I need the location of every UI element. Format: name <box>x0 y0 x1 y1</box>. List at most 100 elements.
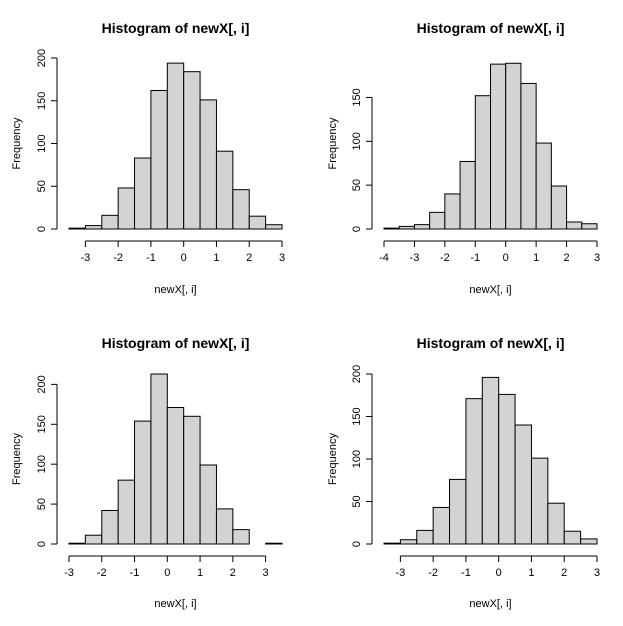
y-axis-label: Frequency <box>11 433 23 485</box>
histogram-panel-4: Histogram of newX[, i] -3 -2 -1 0 1 2 3 newX[, i… <box>327 335 600 610</box>
histogram-bar <box>134 157 152 230</box>
x-tick-label: 3 <box>263 567 269 579</box>
histogram-bar <box>183 415 201 545</box>
y-tick-label: 100 <box>36 134 48 152</box>
x-tick-label: -1 <box>461 567 471 579</box>
x-axis-label: newX[, i] <box>469 598 511 610</box>
histogram-bar <box>530 457 549 545</box>
histogram-bar <box>449 478 467 545</box>
x-tick-label: 0 <box>181 252 187 264</box>
x-tick-label: 1 <box>533 252 539 264</box>
histogram-panel-1: Histogram of newX[, i] -3 -2 -1 0 1 2 3 newX[, i… <box>11 20 285 296</box>
histogram-bar <box>166 407 185 545</box>
x-tick-label: -4 <box>379 252 389 264</box>
y-tick-label: 100 <box>351 132 363 150</box>
histogram-bar <box>215 150 234 230</box>
histogram-bar <box>199 464 217 545</box>
histogram-bar <box>101 214 119 230</box>
y-tick-label: 0 <box>36 226 48 232</box>
histogram-bar <box>432 506 451 545</box>
chart-title: Histogram of newX[, i] <box>102 335 250 351</box>
y-tick-label: 150 <box>351 88 363 106</box>
histogram-bar <box>150 89 168 230</box>
y-tick-label: 150 <box>36 92 48 110</box>
histogram-bar <box>444 193 461 230</box>
x-tick-label: 0 <box>496 567 502 579</box>
histogram-bar <box>134 420 152 545</box>
histogram-bar <box>183 71 201 230</box>
histogram-bar <box>68 227 86 230</box>
y-tick-label: 100 <box>36 455 48 473</box>
histogram-bar <box>215 508 234 545</box>
histogram-bar <box>413 224 431 230</box>
y-tick-label: 150 <box>351 407 363 425</box>
histogram-bar <box>232 189 250 230</box>
y-tick-label: 100 <box>351 450 363 468</box>
histogram-bar <box>580 538 598 545</box>
x-tick-label: -1 <box>130 567 140 579</box>
y-tick-label: 50 <box>36 180 48 192</box>
histogram-bar <box>498 393 516 545</box>
histogram-bar <box>481 376 500 545</box>
histogram-bar <box>581 223 598 230</box>
chart-title: Histogram of newX[, i] <box>417 20 565 36</box>
y-tick-label: 0 <box>351 226 363 232</box>
y-axis-label: Frequency <box>327 433 339 485</box>
x-tick-label: 2 <box>246 252 252 264</box>
chart-title: Histogram of newX[, i] <box>102 20 250 36</box>
histogram-bar <box>166 62 185 230</box>
x-tick-label: -2 <box>440 252 450 264</box>
histogram-bar <box>429 211 446 230</box>
histogram-bar <box>474 95 491 230</box>
x-tick-label: 2 <box>561 567 567 579</box>
histogram-bar <box>399 539 418 545</box>
y-tick-label: 50 <box>351 495 363 507</box>
x-axis-label: newX[, i] <box>469 284 511 296</box>
histogram-bar <box>150 373 168 545</box>
histogram-bar <box>199 99 217 230</box>
x-tick-label: 3 <box>279 252 285 264</box>
x-tick-label: -2 <box>97 567 107 579</box>
y-tick-label: 200 <box>36 375 48 393</box>
x-tick-label: -3 <box>395 567 405 579</box>
x-tick-label: 0 <box>503 252 509 264</box>
x-tick-label: 1 <box>197 567 203 579</box>
histogram-bar <box>101 509 119 545</box>
histogram-bar <box>383 542 401 545</box>
histogram-bar <box>520 82 537 230</box>
x-tick-label: -3 <box>64 567 74 579</box>
histogram-panel-3: Histogram of newX[, i] -3 -2 -1 0 1 2 3 newX[, i… <box>11 335 283 610</box>
x-tick-label: 2 <box>230 567 236 579</box>
x-tick-label: 3 <box>594 567 600 579</box>
x-tick-label: -2 <box>113 252 123 264</box>
x-tick-label: -1 <box>146 252 156 264</box>
histogram-bar <box>117 479 136 545</box>
x-tick-label: -3 <box>80 252 90 264</box>
x-axis-label: newX[, i] <box>154 284 196 296</box>
histogram-bar <box>68 542 86 545</box>
y-tick-label: 50 <box>36 498 48 510</box>
histogram-bar <box>416 529 434 545</box>
x-tick-label: 3 <box>594 252 600 264</box>
chart-title: Histogram of newX[, i] <box>417 335 565 351</box>
x-tick-label: 1 <box>528 567 534 579</box>
histogram-bar <box>465 398 483 545</box>
histogram-bar <box>505 62 522 230</box>
histogram-bar <box>566 221 583 230</box>
x-tick-label: -3 <box>410 252 420 264</box>
x-tick-label: 1 <box>213 252 219 264</box>
histogram-bar <box>563 530 582 545</box>
histogram-bar <box>459 160 476 230</box>
histogram-bar <box>248 215 267 230</box>
y-axis-label: Frequency <box>327 117 339 169</box>
x-tick-label: 2 <box>564 252 570 264</box>
histogram-bar <box>265 542 283 545</box>
histogram-bar <box>265 224 283 230</box>
histogram-bar <box>84 534 103 545</box>
y-tick-label: 200 <box>36 49 48 67</box>
histogram-bar <box>550 185 568 230</box>
histogram-bar <box>490 63 507 230</box>
x-axis-label: newX[, i] <box>154 598 196 610</box>
histogram-bar <box>535 142 552 230</box>
